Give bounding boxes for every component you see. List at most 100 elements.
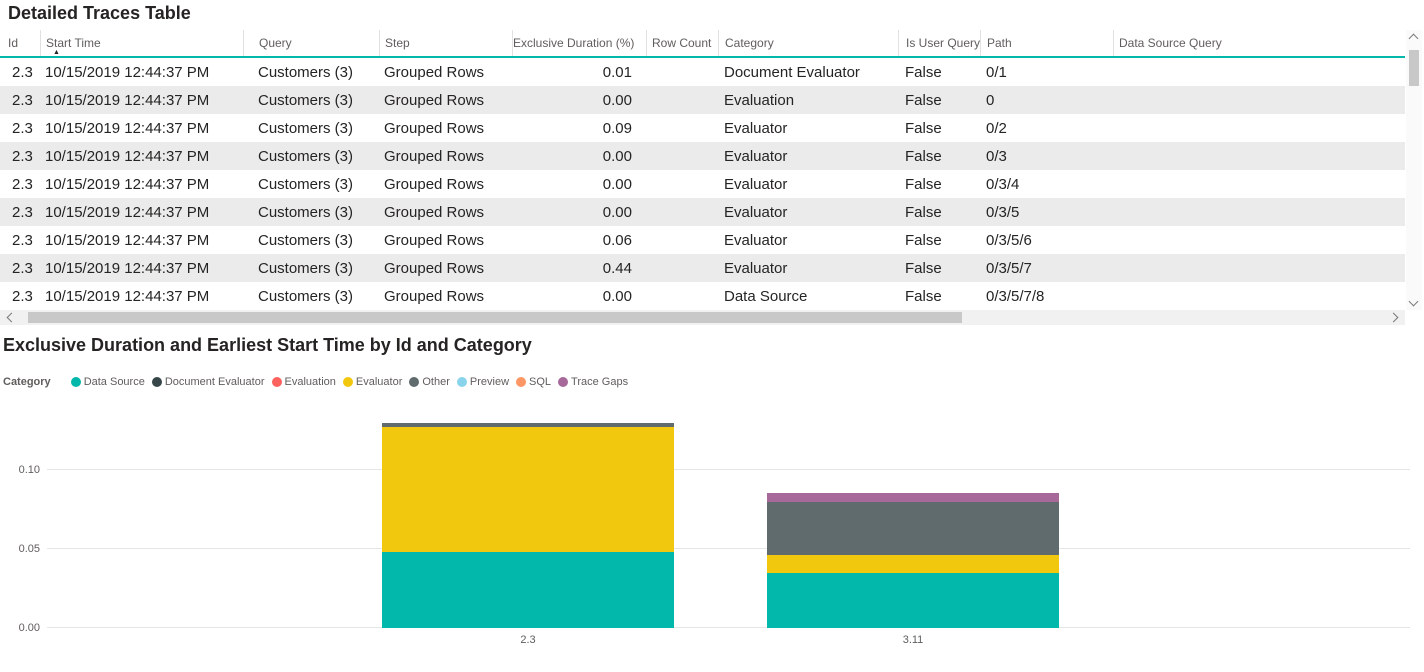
horizontal-scrollbar-thumb[interactable] [28,312,962,323]
legend-item-label: SQL [529,376,552,388]
bar-segment-evaluator[interactable] [382,426,674,553]
table-body: 2.3 10/15/2019 12:44:37 PM Customers (3) Gr… [0,58,1405,310]
chart-legend: Category Data Source Document Evaluator Ev… [3,374,635,390]
cell-query: Customers (3) [258,91,354,109]
cell-path: 0/2 [986,119,1007,137]
cell-start_time: 10/15/2019 12:44:37 PM [45,147,210,165]
cell-category: Evaluator [724,147,788,165]
scroll-left-icon[interactable] [6,312,17,323]
column-header-query[interactable]: Query [243,30,379,56]
table-row[interactable]: 2.3 10/15/2019 12:44:37 PM Customers (3) Gr… [0,254,1405,282]
column-header-label: Start Time [46,36,101,50]
cell-category: Evaluator [724,203,788,221]
column-header-is_user_query[interactable]: Is User Query [898,30,980,56]
column-header-data_source_query[interactable]: Data Source Query [1113,30,1400,56]
cell-query: Customers (3) [258,119,354,137]
cell-exclusive_duration: 0.06 [602,231,632,249]
legend-color-dot [558,377,569,387]
cell-query: Customers (3) [258,287,354,305]
legend-color-dot [342,377,353,387]
column-header-step[interactable]: Step [379,30,512,56]
sort-ascending-icon: ▲ [53,49,60,56]
cell-id: 2.3 [12,63,33,81]
legend-item-label: Other [422,376,450,388]
cell-path: 0/3/5 [986,203,1020,221]
cell-exclusive_duration: 0.44 [602,259,632,277]
legend-item-evaluation[interactable]: Evaluation [271,376,336,388]
table-row[interactable]: 2.3 10/15/2019 12:44:37 PM Customers (3) Gr… [0,282,1405,310]
column-header-path[interactable]: Path [980,30,1113,56]
bar-segment-other[interactable] [382,423,674,427]
legend-item-other[interactable]: Other [409,376,450,388]
column-header-id[interactable]: Id [0,30,40,56]
column-header-label: Path [987,36,1012,50]
legend-item-label: Preview [469,376,510,388]
table-row[interactable]: 2.3 10/15/2019 12:44:37 PM Customers (3) Gr… [0,114,1405,142]
cell-exclusive_duration: 0.01 [602,63,632,81]
cell-query: Customers (3) [258,175,354,193]
gridline [47,548,1410,549]
cell-start_time: 10/15/2019 12:44:37 PM [45,231,210,249]
legend-item-evaluator[interactable]: Evaluator [342,376,402,388]
cell-id: 2.3 [12,287,33,305]
legend-color-dot [409,377,420,387]
y-axis-tick-label: 0.05 [18,543,40,555]
cell-is_user_query: False [905,91,942,109]
cell-step: Grouped Rows [384,287,485,305]
cell-query: Customers (3) [258,203,354,221]
cell-step: Grouped Rows [384,259,485,277]
scroll-up-icon[interactable] [1408,33,1419,44]
chart-title: Exclusive Duration and Earliest Start Ti… [3,335,532,355]
table-row[interactable]: 2.3 10/15/2019 12:44:37 PM Customers (3) Gr… [0,226,1405,254]
y-axis-tick-label: 0.00 [18,622,40,634]
bar-segment-data-source[interactable] [382,552,674,628]
bar-segment-trace-gaps[interactable] [767,492,1059,502]
cell-path: 0 [986,91,995,109]
horizontal-scrollbar[interactable] [0,310,1405,325]
scroll-down-icon[interactable] [1408,296,1419,307]
legend-item-label: Data Source [83,376,145,388]
vertical-scrollbar-thumb[interactable] [1409,50,1419,86]
table-header: Id Start Time ▲ Query Step Exclusive Duration… [0,30,1405,58]
vertical-scrollbar[interactable] [1406,30,1422,310]
column-header-category[interactable]: Category [718,30,898,56]
scroll-right-icon[interactable] [1388,312,1399,323]
x-axis-tick-label: 2.3 [520,634,536,646]
column-header-label: Row Count [652,36,712,50]
legend-color-dot [516,377,527,387]
cell-start_time: 10/15/2019 12:44:37 PM [45,287,210,305]
legend-item-trace-gaps[interactable]: Trace Gaps [558,376,628,388]
legend-item-preview[interactable]: Preview [456,376,510,388]
legend-color-dot [456,377,467,387]
table-row[interactable]: 2.3 10/15/2019 12:44:37 PM Customers (3) Gr… [0,142,1405,170]
bar-segment-other[interactable] [767,501,1059,555]
bar-segment-evaluator[interactable] [767,554,1059,573]
table-row[interactable]: 2.3 10/15/2019 12:44:37 PM Customers (3) Gr… [0,86,1405,114]
column-header-exclusive_duration[interactable]: Exclusive Duration (%) [512,30,646,56]
legend-item-data-source[interactable]: Data Source [70,376,145,388]
legend-item-label: Evaluation [284,376,336,388]
gridline [47,627,1410,628]
x-axis-tick-label: 3.11 [902,634,924,646]
cell-path: 0/3 [986,147,1007,165]
legend-item-document-evaluator[interactable]: Document Evaluator [151,376,265,388]
column-header-start_time[interactable]: Start Time ▲ [40,30,243,56]
bar-segment-data-source[interactable] [767,572,1059,628]
cell-step: Grouped Rows [384,231,485,249]
legend-color-dot [70,377,81,387]
cell-exclusive_duration: 0.00 [602,147,632,165]
cell-query: Customers (3) [258,63,354,81]
legend-item-sql[interactable]: SQL [516,376,551,388]
table-row[interactable]: 2.3 10/15/2019 12:44:37 PM Customers (3) Gr… [0,58,1405,86]
table-row[interactable]: 2.3 10/15/2019 12:44:37 PM Customers (3) Gr… [0,170,1405,198]
cell-step: Grouped Rows [384,203,485,221]
column-header-label: Category [725,36,774,50]
cell-exclusive_duration: 0.09 [602,119,632,137]
table-row[interactable]: 2.3 10/15/2019 12:44:37 PM Customers (3) Gr… [0,198,1405,226]
cell-start_time: 10/15/2019 12:44:37 PM [45,259,210,277]
cell-start_time: 10/15/2019 12:44:37 PM [45,91,210,109]
column-header-row_count[interactable]: Row Count [646,30,718,56]
stacked-bar-2.3 [382,400,674,628]
column-header-label: Query [259,36,292,50]
cell-start_time: 10/15/2019 12:44:37 PM [45,175,210,193]
